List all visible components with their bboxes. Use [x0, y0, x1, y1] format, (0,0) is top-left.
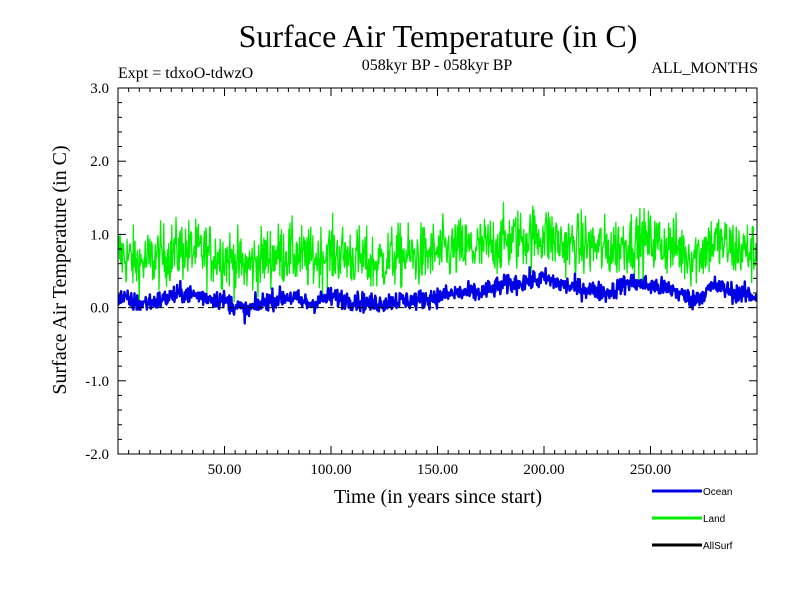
experiment-label: Expt = tdxoO-tdwzO [118, 65, 253, 82]
y-tick-label: 0.0 [90, 301, 109, 317]
x-tick-label: 100.00 [310, 462, 351, 478]
series-ocean-line [118, 266, 757, 325]
x-axis-label: Time (in years since start) [334, 486, 542, 508]
x-tick-label: 250.00 [630, 462, 671, 478]
x-tick-label: 200.00 [523, 462, 564, 478]
x-tick-label: 150.00 [417, 462, 458, 478]
legend: Ocean Land AllSurf [652, 487, 733, 552]
y-tick-label: -2.0 [85, 447, 109, 463]
y-tick-label: 2.0 [90, 154, 109, 170]
y-axis-label: Surface Air Temperature (in C) [49, 145, 71, 394]
y-tick-label: -1.0 [85, 374, 109, 390]
series-layer [118, 201, 757, 325]
y-tick-label: 1.0 [90, 227, 109, 243]
y-tick-label: 3.0 [90, 81, 109, 97]
series-land-line [118, 201, 757, 306]
legend-label-land: Land [703, 514, 725, 525]
legend-label-ocean: Ocean [703, 487, 732, 498]
chart-title: Surface Air Temperature (in C) [239, 18, 638, 54]
x-tick-label: 50.00 [208, 462, 242, 478]
axes-layer: -2.0 -1.0 0.0 1.0 2.0 3.0 50.00 100.00 150.00 200… [85, 81, 758, 478]
season-label: ALL_MONTHS [651, 60, 758, 77]
legend-label-allsurf: AllSurf [703, 541, 733, 552]
period-label: 058kyr BP - 058kyr BP [362, 57, 513, 74]
